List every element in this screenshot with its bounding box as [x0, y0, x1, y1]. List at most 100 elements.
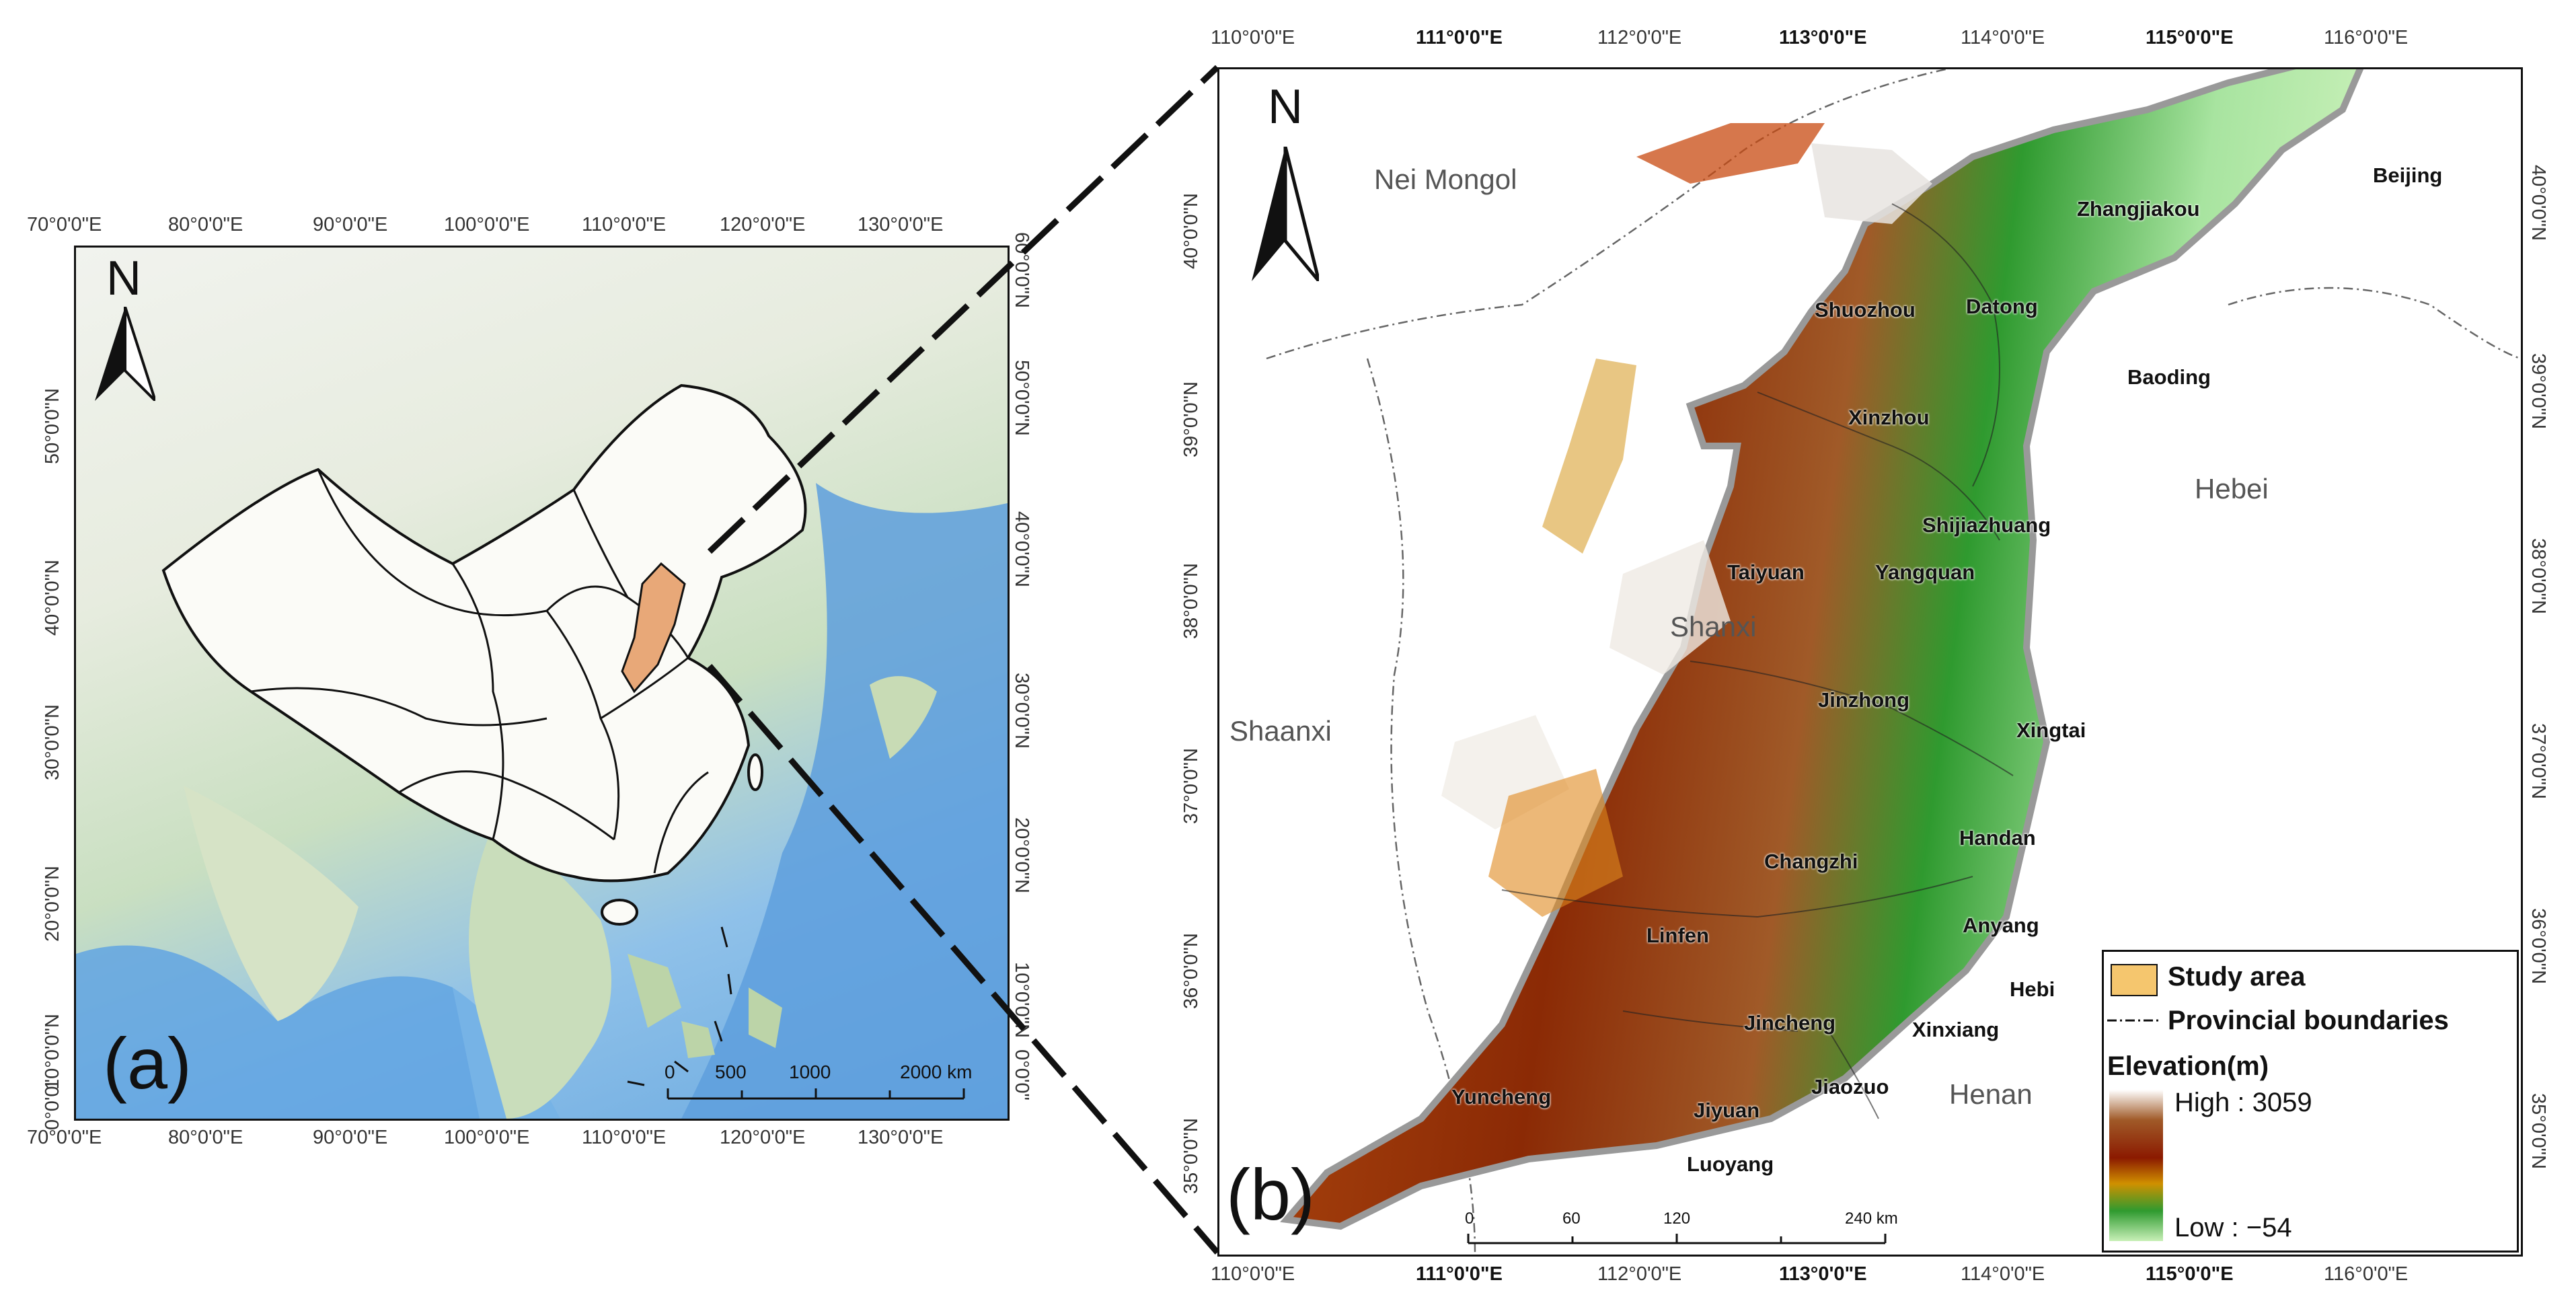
city-shijiazhuang: Shijiazhuang [1922, 513, 2051, 537]
tick-b-top-2: 112°0'0"E [1597, 27, 1682, 48]
tick-a-top-5: 120°0'0"E [720, 214, 806, 235]
study-area-shape [621, 562, 686, 694]
tick-a-right-4: 20°0'0"N [1011, 817, 1032, 893]
city-jiaozuo: Jiaozuo [1811, 1075, 1889, 1098]
tick-a-left-0: 50°0'0"N [42, 388, 63, 464]
legend-boundary-line-icon [2107, 1019, 2161, 1022]
city-jincheng: Jincheng [1744, 1011, 1836, 1035]
tick-b-left-3: 37°0'0"N [1180, 748, 1202, 824]
city-xingtai: Xingtai [2016, 718, 2086, 742]
city-xinzhou: Xinzhou [1848, 406, 1930, 429]
tick-b-top-3: 113°0'0"E [1779, 27, 1867, 48]
tick-a-bot-2: 90°0'0"E [313, 1127, 388, 1148]
province-shanxi: Shanxi [1670, 611, 1757, 642]
legend-elevation-ramp [2109, 1090, 2163, 1241]
tick-b-left-0: 40°0'0"N [1180, 193, 1202, 269]
tick-b-right-0: 40°0'0"N [2528, 165, 2549, 241]
panel-a-scale-bar [667, 1088, 965, 1100]
city-zhangjiakou: Zhangjiakou [2077, 197, 2200, 221]
indian-sea [76, 945, 480, 1119]
basin-orange [1488, 769, 1623, 917]
pacific-sea [681, 483, 1008, 1119]
tick-b-bot-6: 116°0'0"E [2324, 1263, 2409, 1285]
legend-low-label: Low : −54 [2174, 1213, 2292, 1242]
map-legend: Study area Provincial boundaries Elevati… [2102, 950, 2519, 1253]
panel-a-scale-500: 500 [715, 1061, 747, 1082]
panel-b-scale-60: 60 [1562, 1209, 1581, 1228]
panel-b-letter: (b) [1226, 1154, 1315, 1235]
panel-b-north-arrow-icon [1252, 147, 1319, 281]
panel-a-basemap [76, 383, 1008, 1119]
city-yangquan: Yangquan [1875, 560, 1975, 584]
north-orange-band [1636, 123, 1825, 184]
province-boundaries [250, 469, 709, 874]
tick-b-bot-0: 110°0'0"E [1211, 1263, 1295, 1285]
taiwan-island [747, 753, 763, 791]
city-taiyuan: Taiyuan [1727, 560, 1805, 584]
tick-b-top-0: 110°0'0"E [1211, 27, 1295, 48]
panel-b-north-label: N [1268, 80, 1303, 134]
panel-b-elevation-map [1266, 69, 2521, 1255]
tick-a-top-4: 110°0'0"E [582, 214, 667, 235]
legend-study-area-swatch [2111, 964, 2158, 996]
tick-b-top-6: 116°0'0"E [2324, 27, 2409, 48]
panel-a-scale-0: 0 [665, 1061, 675, 1082]
tick-a-top-0: 70°0'0"E [27, 214, 102, 235]
tick-b-bot-4: 114°0'0"E [1961, 1263, 2045, 1285]
tick-a-left-1: 40°0'0"N [42, 560, 63, 636]
city-luoyang: Luoyang [1687, 1152, 1774, 1176]
india-land [184, 786, 358, 1021]
province-nei-mongol: Nei Mongol [1374, 163, 1517, 195]
tick-a-right-5: 10°0'0"N [1011, 962, 1032, 1038]
highland-white-north [1811, 143, 1932, 224]
panel-a-north-arrow-icon [95, 307, 155, 401]
city-anyang: Anyang [1963, 914, 2039, 937]
panel-b-scale-120: 120 [1663, 1209, 1691, 1228]
city-shuozhou: Shuozhou [1815, 298, 1916, 322]
tick-b-left-4: 36°0'0"N [1180, 933, 1202, 1009]
tick-a-left-5: 0°0'0" [42, 1079, 63, 1130]
sea-islands [628, 954, 782, 1058]
highland-white-central [1609, 540, 1731, 675]
tick-b-top-4: 114°0'0"E [1961, 27, 2045, 48]
panel-a-north-label: N [106, 252, 141, 305]
legend-study-area-label: Study area [2168, 962, 2306, 992]
tick-b-right-1: 39°0'0"N [2528, 353, 2549, 429]
tick-a-left-3: 20°0'0"N [42, 866, 63, 942]
city-handan: Handan [1959, 826, 2036, 850]
province-henan: Henan [1949, 1078, 2033, 1110]
indochina-land [469, 826, 611, 1119]
tick-a-bot-3: 100°0'0"E [444, 1127, 530, 1148]
tick-a-top-1: 80°0'0"E [168, 214, 243, 235]
tick-b-bot-2: 112°0'0"E [1597, 1263, 1682, 1285]
province-hebei: Hebei [2195, 473, 2269, 505]
tick-a-left-4: 10°0'0"N [42, 1014, 63, 1090]
panel-a-scale-1000: 1000 [789, 1061, 831, 1082]
tick-a-top-3: 100°0'0"E [444, 214, 530, 235]
west-yellow-band [1542, 359, 1636, 554]
panel-b-scale-bar [1467, 1234, 1887, 1244]
city-yuncheng: Yuncheng [1451, 1085, 1552, 1109]
city-boundaries [1501, 203, 2014, 1119]
tick-b-bot-5: 115°0'0"E [2146, 1263, 2234, 1285]
tick-a-left-2: 30°0'0"N [42, 704, 63, 780]
tick-a-right-0: 60°0'0"N [1011, 232, 1032, 308]
tick-a-right-6: 0°0'0" [1011, 1049, 1032, 1101]
legend-high-label: High : 3059 [2174, 1088, 2312, 1117]
tick-b-left-5: 35°0'0"N [1180, 1118, 1202, 1194]
hainan-island [601, 899, 638, 926]
city-jiyuan: Jiyuan [1694, 1098, 1760, 1122]
tick-a-top-6: 130°0'0"E [858, 214, 944, 235]
panel-a-scale-2000: 2000 km [900, 1061, 973, 1082]
tick-a-bot-1: 80°0'0"E [168, 1127, 243, 1148]
panel-b-scale-240: 240 km [1845, 1209, 1898, 1228]
tick-b-right-3: 37°0'0"N [2528, 723, 2549, 799]
city-xinxiang: Xinxiang [1912, 1018, 2000, 1041]
tick-b-bot-1: 111°0'0"E [1416, 1263, 1503, 1285]
city-jinzhong: Jinzhong [1818, 688, 1910, 712]
tick-b-top-5: 115°0'0"E [2146, 27, 2234, 48]
city-linfen: Linfen [1646, 924, 1709, 947]
panel-a-letter: (a) [103, 1022, 192, 1104]
tick-b-top-1: 111°0'0"E [1416, 27, 1503, 48]
city-datong: Datong [1966, 295, 2038, 318]
